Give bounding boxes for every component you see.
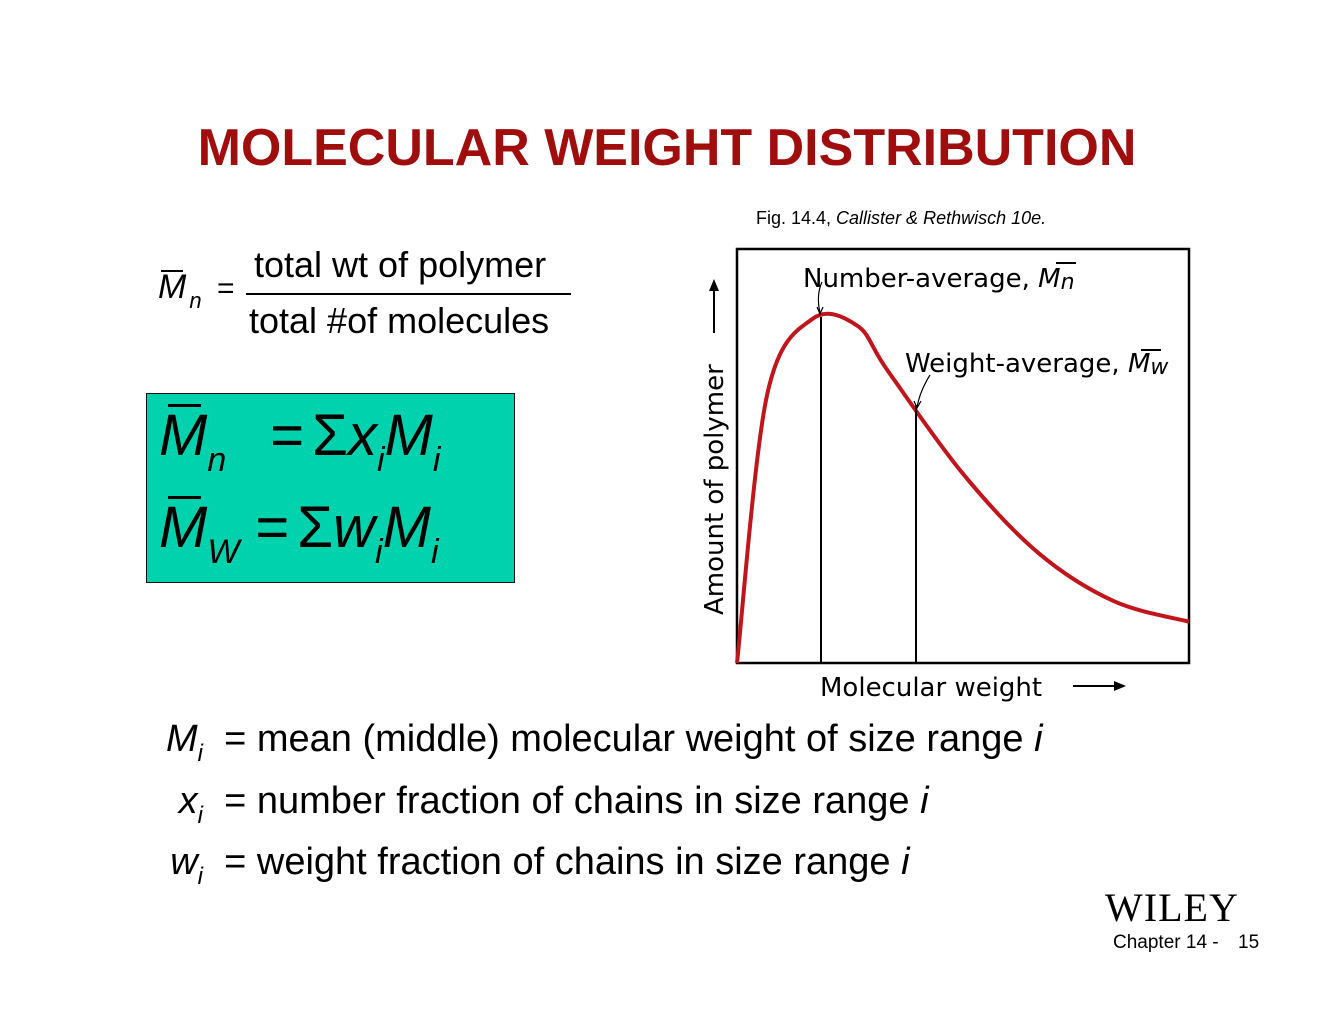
y-axis-label: Amount of polymer (700, 364, 730, 615)
footer-chapter: Chapter 14 - (1113, 932, 1219, 953)
definition-wi: wi = weight fraction of chains in size r… (170, 841, 910, 890)
formula-mw-var: w (333, 495, 376, 560)
wiley-logo: WILEY (1105, 885, 1239, 930)
formula-mn-m-sub: i (432, 441, 441, 479)
mn-pointer-head (816, 306, 824, 316)
caption-fig: Fig. 14.4, (756, 208, 837, 228)
footer-page: 15 (1238, 932, 1260, 953)
formula-mn-lhs: M (159, 403, 208, 468)
x-axis-label: Molecular weight (820, 673, 1042, 703)
fraction-numerator: total wt of polymer (254, 244, 547, 285)
formula-mw-m: M (382, 495, 431, 560)
x-axis-arrowhead (1114, 681, 1126, 691)
formula-mw-sigma: Σ (297, 495, 334, 560)
mn-subscript: n (189, 288, 202, 313)
caption-source: Callister & Rethwisch 10e. (836, 208, 1047, 228)
formula-mw-m-sub: i (430, 533, 439, 571)
formula-mn-eq: = (270, 403, 305, 468)
formula-mn-var: x (347, 403, 377, 468)
formula-mn-var-sub: i (376, 441, 385, 479)
distribution-curve (735, 311, 1190, 664)
plot-frame (735, 247, 1191, 665)
formula-mw-eq: = (255, 495, 290, 560)
formula-mn-lhs-sub: n (207, 441, 227, 479)
definition-equals: = (217, 272, 235, 305)
formula-mn: Mn = ΣxiMi (159, 402, 440, 480)
mw-pointer-head (913, 400, 922, 410)
y-axis-arrowhead (709, 279, 719, 291)
fraction-bar (246, 293, 571, 295)
formula-box: Mn = ΣxiMi MW = ΣwiMi (146, 393, 515, 583)
definition-xi: xi = number fraction of chains in size r… (178, 780, 929, 829)
formula-mw-var-sub: i (375, 533, 383, 571)
mn-pointer (817, 281, 823, 314)
figure-caption: Fig. 14.4, Callister & Rethwisch 10e. (756, 208, 1046, 229)
fraction-denominator: total #of molecules (249, 300, 550, 341)
formula-mw: MW = ΣwiMi (159, 494, 439, 572)
formula-mn-sigma: Σ (312, 403, 348, 468)
formula-mw-lhs: M (159, 495, 208, 560)
formula-mn-m: M (384, 403, 433, 468)
mn-annotation: Number-average, Mn (803, 264, 1075, 295)
formula-mw-lhs-sub: W (207, 533, 240, 571)
definition-mi: Mi = mean (middle) molecular weight of s… (166, 718, 1043, 767)
distribution-chart: Number-average, Mn Weight-average, Mw Mo… (700, 247, 1191, 703)
mn-letter: M (158, 268, 187, 306)
mw-pointer (916, 374, 931, 408)
mw-annotation: Weight-average, Mw (905, 349, 1169, 380)
slide-title: MOLECULAR WEIGHT DISTRIBUTION (197, 119, 1137, 177)
